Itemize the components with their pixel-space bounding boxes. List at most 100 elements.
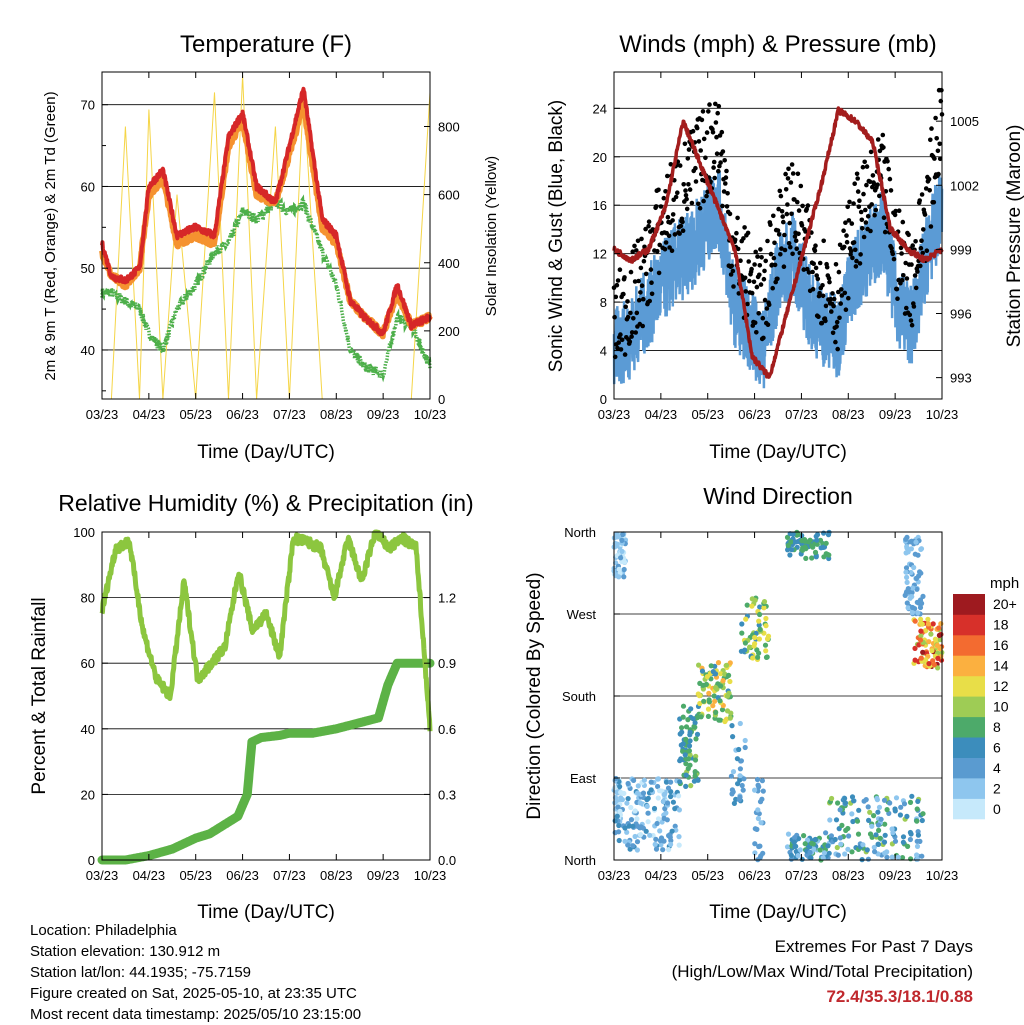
direction-point	[734, 756, 741, 762]
y2-tick-label: 1005	[950, 114, 979, 129]
direction-point	[655, 816, 662, 822]
direction-point	[914, 806, 920, 812]
direction-point	[638, 824, 644, 830]
gust-point	[717, 163, 722, 169]
gust-point	[673, 194, 679, 200]
gust-point	[649, 291, 655, 297]
y2-tick-label: 1002	[950, 178, 979, 193]
gust-point	[815, 276, 821, 282]
gust-point	[699, 117, 705, 123]
winds-ticks: 03/23 04/23 05/23 06/23 07/23 08/23 09/23 10/23…	[593, 72, 979, 422]
gust-point	[847, 199, 852, 205]
gust-point	[894, 286, 900, 292]
direction-point	[809, 840, 815, 846]
direction-point	[677, 779, 683, 785]
direction-point	[926, 639, 932, 645]
x-tick-label: 08/23	[832, 407, 865, 422]
direction-point	[901, 801, 908, 807]
gust-point	[641, 296, 646, 302]
direction-point	[627, 846, 633, 852]
gust-point	[929, 126, 934, 131]
direction-point	[788, 856, 795, 862]
gust-point	[913, 285, 919, 291]
gust-point	[804, 206, 809, 212]
gust-point	[782, 232, 787, 238]
gust-point	[810, 269, 815, 275]
gust-point	[922, 212, 928, 217]
direction-point	[614, 813, 620, 819]
gust-point	[669, 248, 675, 253]
gust-point	[792, 234, 798, 239]
gust-point	[790, 171, 796, 176]
direction-point	[919, 817, 925, 824]
direction-point	[640, 790, 647, 796]
direction-point	[871, 844, 877, 850]
gust-point	[672, 232, 678, 237]
x-tick-label: 04/23	[133, 868, 166, 883]
gust-point	[784, 211, 790, 217]
gust-point	[859, 217, 865, 223]
direction-point	[807, 537, 813, 543]
gust-point	[760, 315, 766, 321]
gust-point	[904, 305, 909, 311]
direction-point	[752, 634, 758, 641]
direction-point	[915, 832, 922, 838]
direction-point	[914, 852, 920, 858]
gust-point	[928, 224, 934, 229]
y2-tick-label: 1.2	[438, 591, 456, 606]
colorbar-swatch	[953, 716, 985, 738]
direction-point	[663, 779, 670, 785]
gust-point	[762, 268, 767, 274]
direction-point	[687, 752, 693, 758]
direction-point	[809, 543, 815, 549]
gust-point	[833, 262, 839, 267]
x-tick-label: 09/23	[367, 868, 400, 883]
direction-point	[750, 655, 756, 661]
gust-point	[724, 168, 729, 174]
gust-point	[838, 301, 843, 306]
gust-point	[628, 310, 633, 316]
direction-point	[713, 685, 719, 691]
gust-point	[752, 320, 758, 326]
direction-point	[907, 836, 914, 843]
gust-point	[703, 155, 708, 161]
gust-point	[646, 219, 652, 224]
x-tick-label: 10/23	[926, 407, 959, 422]
x-tick-label: 04/23	[133, 407, 166, 422]
precipitation-line	[97, 658, 435, 865]
direction-point	[811, 846, 817, 852]
direction-point	[837, 835, 843, 841]
gust-point	[647, 298, 652, 304]
direction-point	[892, 838, 899, 844]
gust-point	[629, 334, 634, 339]
gust-point	[619, 337, 625, 343]
gust-point	[834, 324, 839, 329]
colorbar-label: 18	[993, 617, 1009, 633]
gust-point	[683, 188, 688, 193]
direction-point	[813, 533, 819, 539]
direction-point	[635, 783, 641, 789]
gust-point	[741, 236, 746, 241]
gust-point	[871, 181, 877, 187]
gust-point	[824, 264, 830, 270]
direction-point	[637, 832, 644, 838]
direction-point	[764, 636, 771, 642]
y2-tick-label: 0	[438, 392, 445, 407]
gust-point	[711, 159, 717, 165]
gust-point	[893, 208, 898, 214]
colorbar-label: 0	[993, 801, 1001, 817]
direction-point	[825, 843, 831, 849]
gust-point	[723, 175, 729, 180]
direction-point	[789, 547, 795, 553]
direction-point	[849, 811, 855, 817]
direction-point	[917, 604, 924, 611]
x-tick-label: 03/23	[86, 407, 119, 422]
gust-point	[658, 204, 664, 209]
direction-point	[737, 720, 743, 727]
gust-point	[677, 163, 683, 168]
colorbar-swatch	[953, 737, 985, 758]
gust-point	[677, 231, 682, 236]
gust-point	[657, 242, 662, 248]
direction-point	[890, 830, 896, 836]
